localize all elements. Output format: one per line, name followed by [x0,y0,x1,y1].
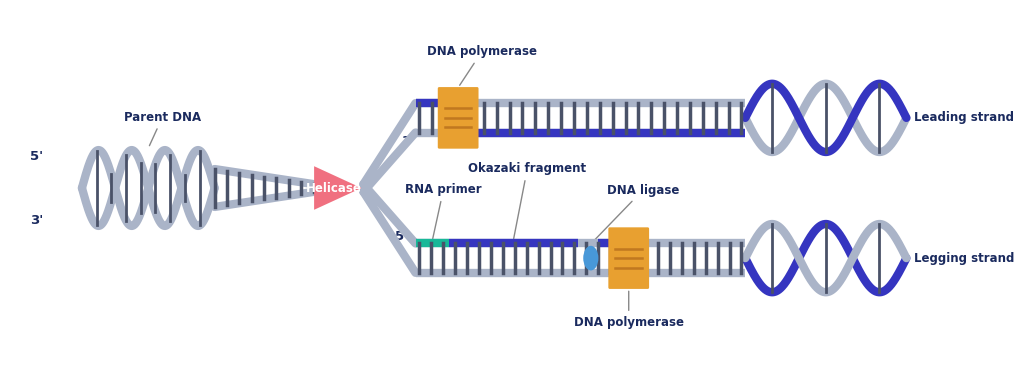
Text: Legging strand: Legging strand [914,252,1015,265]
Text: 3': 3' [30,214,43,227]
Polygon shape [314,166,361,210]
Text: 5': 5' [395,230,408,243]
FancyBboxPatch shape [608,227,649,289]
Text: Okazaki fragment: Okazaki fragment [468,162,587,239]
Text: 3': 3' [401,135,415,148]
FancyBboxPatch shape [438,87,478,149]
Text: DNA polymerase: DNA polymerase [573,291,684,329]
Text: 5': 5' [30,150,43,162]
Text: Leading strand: Leading strand [914,111,1014,124]
Text: RNA primer: RNA primer [406,183,481,239]
Ellipse shape [584,246,598,270]
Text: DNA ligase: DNA ligase [593,183,679,242]
Text: Helicase: Helicase [306,182,361,194]
Text: Parent DNA: Parent DNA [124,111,201,146]
Text: DNA polymerase: DNA polymerase [427,45,537,85]
